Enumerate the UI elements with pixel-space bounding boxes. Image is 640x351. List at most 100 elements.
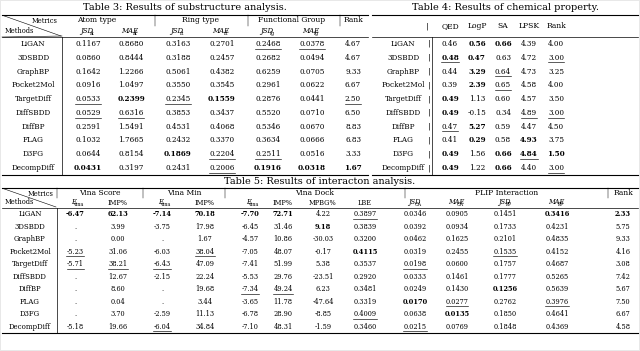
Text: Table 3: Results of substructure analysis.: Table 3: Results of substructure analysi… [83, 3, 287, 12]
Text: D3FG: D3FG [20, 310, 40, 318]
Text: 0.0215: 0.0215 [403, 323, 427, 331]
Text: 0.8680: 0.8680 [118, 40, 144, 48]
Text: 9.18: 9.18 [315, 223, 331, 231]
Text: MAE: MAE [212, 27, 230, 35]
Text: 0.0135: 0.0135 [444, 310, 470, 318]
Text: 0.66: 0.66 [494, 40, 512, 48]
Text: -7.10: -7.10 [241, 323, 259, 331]
Text: DiffBP: DiffBP [21, 123, 45, 131]
Text: 0.8154: 0.8154 [118, 150, 144, 158]
Text: .: . [74, 298, 76, 306]
Text: 3.33: 3.33 [345, 150, 361, 158]
Text: 0.0378: 0.0378 [300, 40, 324, 48]
Text: 7.42: 7.42 [616, 273, 630, 281]
Text: 0.0198: 0.0198 [403, 260, 427, 268]
Text: 0.3839: 0.3839 [353, 223, 376, 231]
Text: MAE: MAE [122, 27, 139, 35]
Text: 0.49: 0.49 [441, 150, 459, 158]
Text: 4.16: 4.16 [616, 248, 630, 256]
Text: Vina Min: Vina Min [167, 189, 201, 197]
Text: 1.7665: 1.7665 [118, 137, 144, 145]
Text: 10.86: 10.86 [273, 235, 292, 243]
Text: E: E [159, 198, 163, 206]
Text: 0.0277: 0.0277 [445, 298, 468, 306]
Text: PP: PP [557, 203, 563, 207]
Text: -6.03: -6.03 [154, 248, 170, 256]
Text: TargetDiff: TargetDiff [15, 95, 51, 103]
Text: 38.21: 38.21 [108, 260, 127, 268]
Text: -8.85: -8.85 [314, 310, 332, 318]
Text: 0.0533: 0.0533 [76, 95, 100, 103]
Text: 0.1642: 0.1642 [76, 67, 100, 75]
Text: 62.13: 62.13 [108, 210, 129, 218]
Text: 0.1625: 0.1625 [445, 235, 468, 243]
Text: 6.83: 6.83 [345, 137, 361, 145]
Text: 0.63: 0.63 [495, 54, 511, 62]
Text: 0.41: 0.41 [442, 137, 458, 145]
Text: MAE: MAE [448, 198, 464, 206]
Text: .: . [161, 285, 163, 293]
Text: 0.3319: 0.3319 [353, 298, 376, 306]
Text: GraphBP: GraphBP [387, 67, 419, 75]
Text: 3.75: 3.75 [548, 137, 564, 145]
Text: 0.0529: 0.0529 [76, 109, 100, 117]
Text: 5.75: 5.75 [616, 223, 630, 231]
Text: 0.4382: 0.4382 [209, 67, 235, 75]
Text: 7.50: 7.50 [616, 298, 630, 306]
Text: Rank: Rank [613, 189, 633, 197]
Text: 1.50: 1.50 [547, 150, 565, 158]
Text: -4.57: -4.57 [241, 235, 259, 243]
Text: 0.0333: 0.0333 [403, 273, 427, 281]
Text: 0.59: 0.59 [495, 123, 511, 131]
Text: 0.3163: 0.3163 [165, 40, 191, 48]
Text: 3.50: 3.50 [548, 95, 564, 103]
Text: 9.33: 9.33 [345, 67, 361, 75]
Text: 0.60: 0.60 [495, 95, 511, 103]
Text: -5.18: -5.18 [67, 323, 84, 331]
Text: 0.66: 0.66 [494, 164, 512, 172]
Text: 0.2961: 0.2961 [255, 81, 281, 89]
Text: 0.0346: 0.0346 [403, 210, 427, 218]
Text: 48.07: 48.07 [273, 248, 292, 256]
Text: 3.00: 3.00 [548, 164, 564, 172]
Text: 72.71: 72.71 [273, 210, 293, 218]
Text: 0.1032: 0.1032 [76, 137, 100, 145]
Text: 0.4009: 0.4009 [353, 310, 376, 318]
Text: 0.49: 0.49 [441, 109, 459, 117]
Text: rt: rt [180, 31, 184, 36]
Text: Table 5: Results of interacton analysis.: Table 5: Results of interacton analysis. [225, 177, 415, 186]
Text: 0.0318: 0.0318 [298, 164, 326, 172]
Text: -2.59: -2.59 [154, 310, 171, 318]
Text: DiffBP: DiffBP [19, 285, 42, 293]
Text: DecompDiff: DecompDiff [12, 164, 54, 172]
Text: 3.00: 3.00 [548, 109, 564, 117]
Text: 0.44: 0.44 [442, 67, 458, 75]
Text: fg: fg [269, 31, 275, 36]
Text: 1.67: 1.67 [198, 235, 212, 243]
Text: 3.00: 3.00 [548, 54, 564, 62]
Text: IMP%: IMP% [273, 199, 293, 207]
Text: 0.1848: 0.1848 [493, 323, 516, 331]
Text: |: | [428, 109, 431, 117]
Text: Rank: Rank [343, 16, 363, 25]
Text: -6.47: -6.47 [65, 210, 84, 218]
Text: 6.67: 6.67 [345, 81, 361, 89]
Text: 3DSBDD: 3DSBDD [15, 223, 45, 231]
Text: MPBG%: MPBG% [309, 199, 337, 207]
Text: 0.3437: 0.3437 [209, 109, 235, 117]
Text: GraphBP: GraphBP [17, 67, 49, 75]
Text: 0.0905: 0.0905 [445, 210, 468, 218]
Text: 0.0622: 0.0622 [300, 81, 324, 89]
Text: 1.22: 1.22 [469, 164, 485, 172]
Text: LogP: LogP [467, 22, 487, 30]
Text: -7.05: -7.05 [241, 248, 259, 256]
Text: 4.00: 4.00 [548, 40, 564, 48]
Text: 0.0705: 0.0705 [300, 67, 324, 75]
Text: 4.22: 4.22 [316, 210, 330, 218]
Text: 0.46: 0.46 [442, 40, 458, 48]
Text: Methods: Methods [5, 27, 35, 35]
Text: 4.39: 4.39 [521, 40, 537, 48]
Text: 0.2006: 0.2006 [209, 164, 235, 172]
Text: 0.2682: 0.2682 [255, 54, 281, 62]
Text: GraphBP: GraphBP [14, 235, 46, 243]
